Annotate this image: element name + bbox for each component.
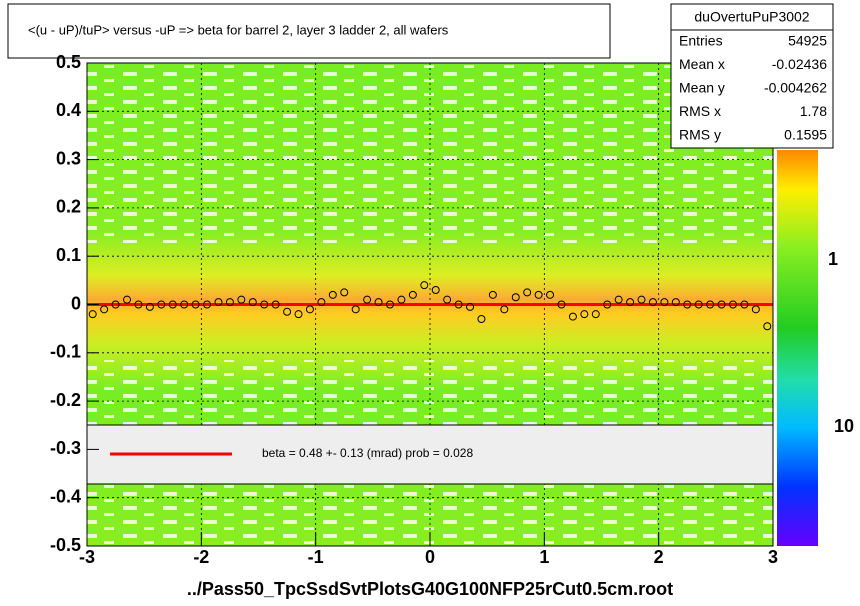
x-tick-label: -1 bbox=[308, 547, 324, 567]
point bbox=[271, 300, 280, 309]
y-tick-label: -0.4 bbox=[50, 486, 81, 506]
stats-name: duOvertuPuP3002 bbox=[694, 9, 809, 25]
stats-key: Mean x bbox=[679, 56, 725, 72]
y-tick-label: -0.2 bbox=[50, 390, 81, 410]
point bbox=[408, 290, 417, 299]
point bbox=[237, 295, 246, 304]
y-tick-label: 0.1 bbox=[56, 245, 81, 265]
point bbox=[728, 300, 737, 309]
point bbox=[466, 302, 475, 311]
point bbox=[614, 295, 623, 304]
palette-label: 10 bbox=[834, 416, 854, 436]
point bbox=[763, 322, 772, 331]
point bbox=[751, 305, 760, 314]
point bbox=[706, 300, 715, 309]
point bbox=[340, 288, 349, 297]
point bbox=[740, 300, 749, 309]
point bbox=[546, 290, 555, 299]
point bbox=[374, 298, 383, 307]
y-tick-label: 0 bbox=[71, 293, 81, 313]
stats-key: Entries bbox=[679, 33, 723, 49]
point bbox=[134, 300, 143, 309]
stats-value: -0.004262 bbox=[764, 80, 827, 96]
point bbox=[191, 300, 200, 309]
y-tick-label: 0.5 bbox=[56, 52, 81, 72]
point bbox=[488, 290, 497, 299]
stats-value: 0.1595 bbox=[784, 127, 827, 143]
point bbox=[145, 302, 154, 311]
point bbox=[454, 300, 463, 309]
stats-box bbox=[670, 3, 834, 149]
point bbox=[523, 288, 532, 297]
stats-key: RMS x bbox=[679, 103, 721, 119]
point bbox=[294, 310, 303, 319]
point bbox=[420, 281, 429, 290]
legend-text: beta = 0.48 +- 0.13 (mrad) prob = 0.028 bbox=[262, 446, 473, 460]
point bbox=[431, 286, 440, 295]
point bbox=[591, 310, 600, 319]
point bbox=[511, 293, 520, 302]
point bbox=[500, 305, 509, 314]
point bbox=[694, 300, 703, 309]
stats-value: 1.78 bbox=[800, 103, 827, 119]
point bbox=[157, 300, 166, 309]
point bbox=[385, 300, 394, 309]
point bbox=[363, 295, 372, 304]
stats-key: Mean y bbox=[679, 80, 725, 96]
point bbox=[168, 300, 177, 309]
point bbox=[260, 300, 269, 309]
point bbox=[397, 295, 406, 304]
stats-value: 54925 bbox=[788, 33, 827, 49]
point bbox=[123, 295, 132, 304]
x-tick-label: 1 bbox=[539, 547, 549, 567]
point bbox=[248, 298, 257, 307]
point bbox=[317, 298, 326, 307]
point bbox=[180, 300, 189, 309]
point bbox=[88, 310, 97, 319]
point bbox=[648, 298, 657, 307]
point bbox=[534, 290, 543, 299]
point bbox=[603, 300, 612, 309]
point bbox=[671, 298, 680, 307]
y-tick-label: -0.5 bbox=[50, 535, 81, 555]
point bbox=[225, 298, 234, 307]
x-tick-label: -3 bbox=[79, 547, 95, 567]
point bbox=[717, 300, 726, 309]
y-tick-label: 0.2 bbox=[56, 197, 81, 217]
point bbox=[637, 295, 646, 304]
point bbox=[203, 300, 212, 309]
x-tick-label: 0 bbox=[425, 547, 435, 567]
point bbox=[443, 295, 452, 304]
y-tick-label: -0.3 bbox=[50, 438, 81, 458]
y-tick-label: 0.4 bbox=[56, 100, 81, 120]
stats-key: RMS y bbox=[679, 127, 721, 143]
stats-value: -0.02436 bbox=[772, 56, 827, 72]
point bbox=[660, 298, 669, 307]
point bbox=[100, 305, 109, 314]
point bbox=[568, 312, 577, 321]
point bbox=[477, 314, 486, 323]
palette bbox=[777, 150, 818, 546]
point bbox=[580, 310, 589, 319]
point bbox=[283, 307, 292, 316]
point bbox=[557, 300, 566, 309]
point bbox=[626, 298, 635, 307]
point bbox=[351, 305, 360, 314]
point bbox=[683, 300, 692, 309]
title-box bbox=[7, 3, 611, 59]
y-tick-label: 0.3 bbox=[56, 148, 81, 168]
y-tick-label: -0.1 bbox=[50, 342, 81, 362]
x-tick-label: 3 bbox=[768, 547, 778, 567]
point bbox=[328, 290, 337, 299]
x-axis-label: ../Pass50_TpcSsdSvtPlotsG40G100NFP25rCut… bbox=[187, 579, 673, 599]
chart-title: <(u - uP)/tuP> versus -uP => beta for ba… bbox=[28, 22, 449, 37]
x-tick-label: -2 bbox=[193, 547, 209, 567]
x-tick-label: 2 bbox=[654, 547, 664, 567]
palette-label: 1 bbox=[828, 249, 838, 269]
point bbox=[111, 300, 120, 309]
point bbox=[305, 305, 314, 314]
point bbox=[214, 298, 223, 307]
